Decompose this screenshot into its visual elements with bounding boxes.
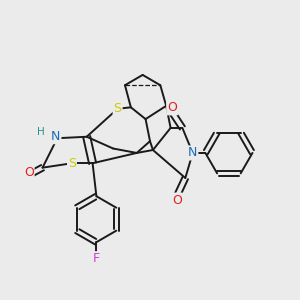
Text: F: F	[93, 252, 100, 265]
Text: N: N	[188, 146, 197, 159]
Text: N: N	[51, 130, 61, 143]
Text: H: H	[37, 127, 45, 137]
Text: O: O	[167, 101, 177, 114]
Text: S: S	[114, 102, 122, 115]
Text: S: S	[68, 157, 76, 170]
Text: O: O	[172, 194, 182, 207]
Text: O: O	[24, 166, 34, 179]
